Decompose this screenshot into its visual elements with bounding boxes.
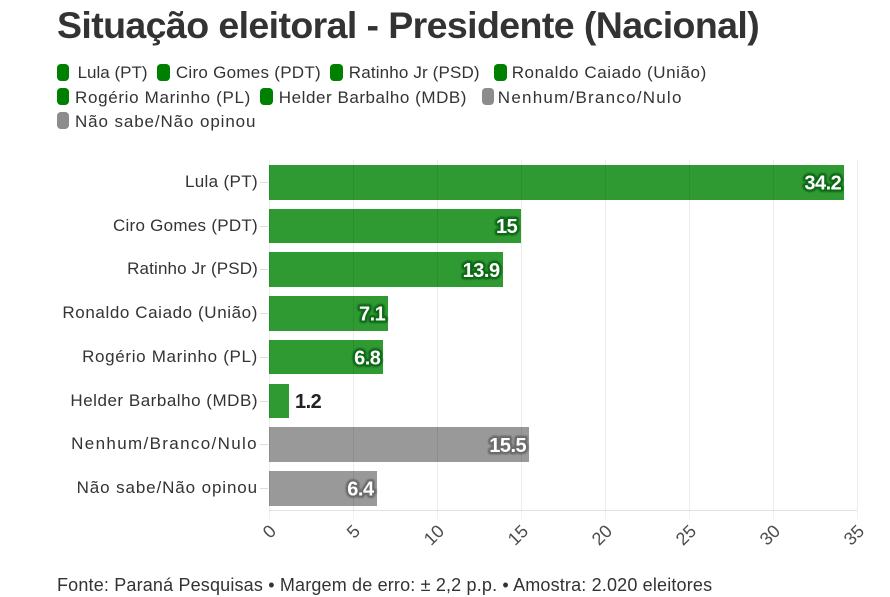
svg-text:34.2: 34.2	[804, 173, 841, 195]
svg-text:6.8: 6.8	[354, 347, 381, 369]
svg-text:1.2: 1.2	[295, 391, 322, 413]
svg-text:6.4: 6.4	[347, 479, 375, 501]
svg-text:13.9: 13.9	[463, 260, 500, 282]
svg-text:13.9: 13.9	[463, 260, 500, 282]
svg-text:15: 15	[496, 216, 518, 238]
svg-text:15.5: 15.5	[489, 435, 526, 457]
svg-text:7.1: 7.1	[359, 304, 386, 326]
svg-text:34.2: 34.2	[804, 173, 841, 195]
svg-text:7.1: 7.1	[359, 304, 386, 326]
svg-text:15: 15	[496, 216, 518, 238]
svg-text:6.8: 6.8	[354, 347, 381, 369]
svg-text:15.5: 15.5	[489, 435, 526, 457]
svg-text:6.4: 6.4	[347, 479, 375, 501]
